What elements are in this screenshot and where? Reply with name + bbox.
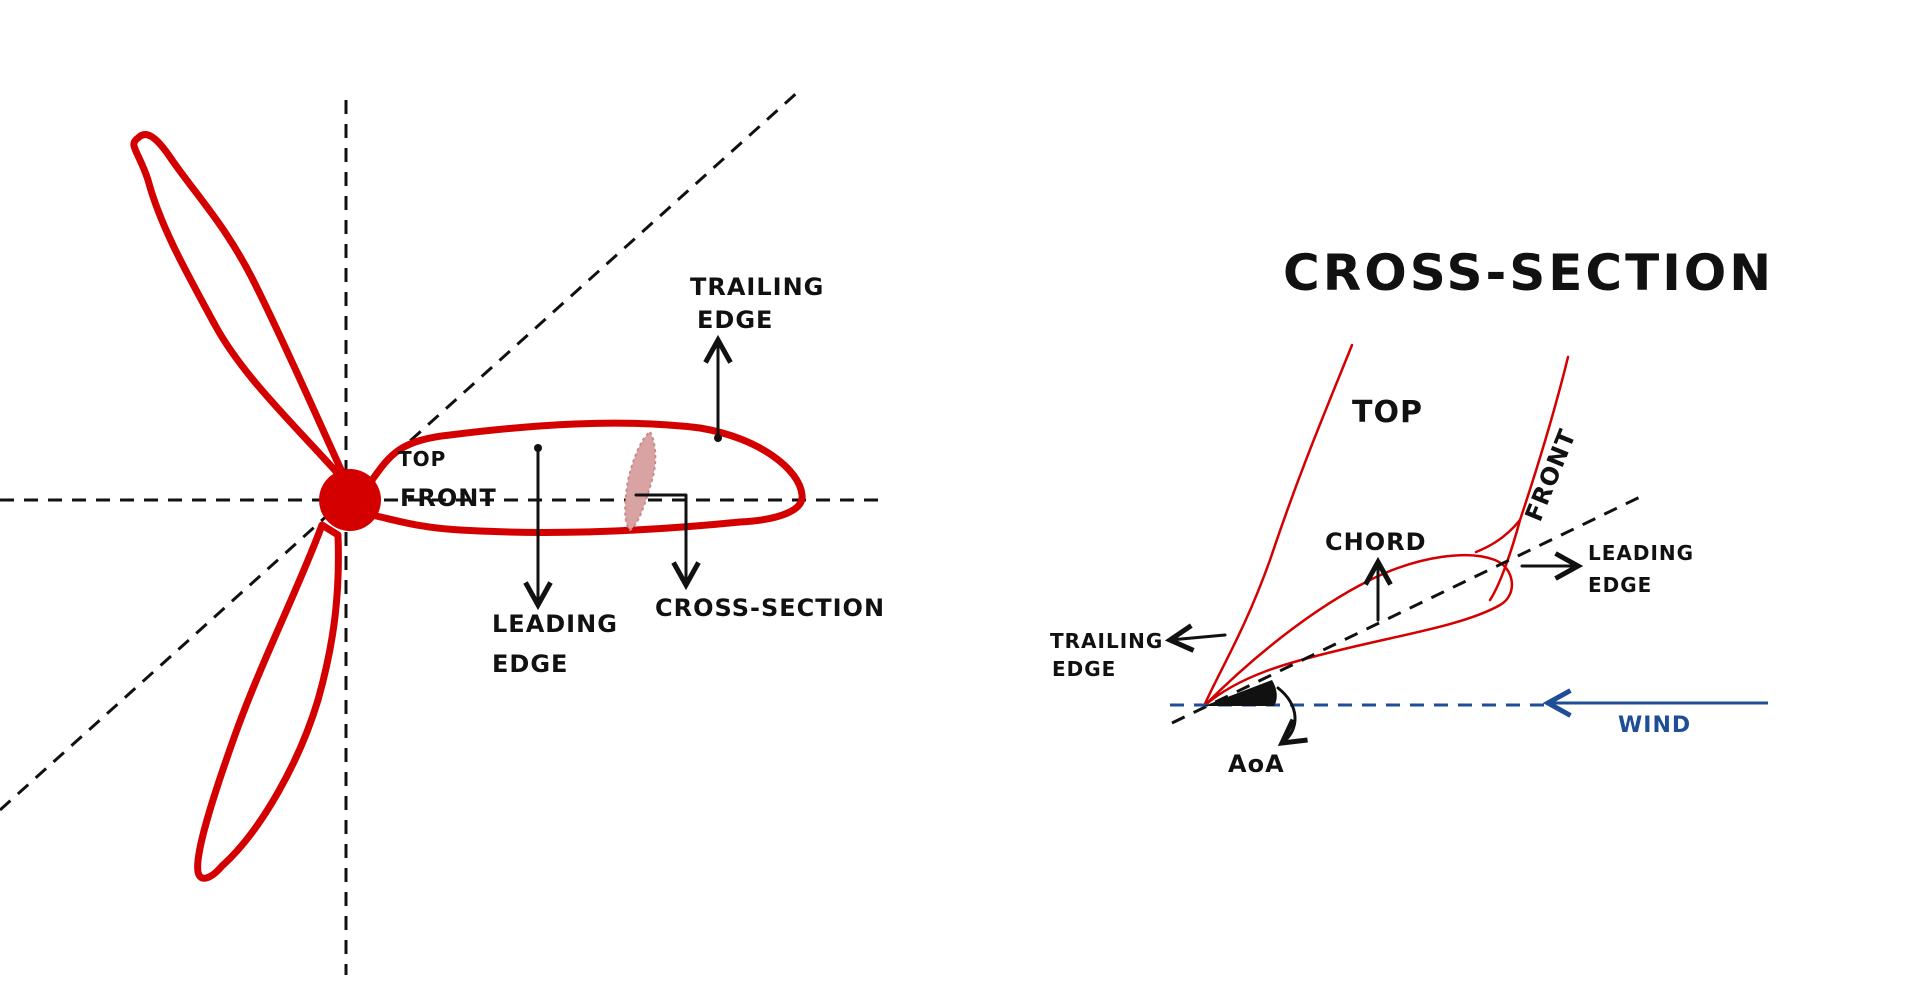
label-top: TOP — [398, 447, 446, 471]
label-front-right: FRONT — [1520, 425, 1582, 525]
label-trailing-edge-line1: TRAILING — [690, 273, 824, 301]
label-front: FRONT — [400, 484, 497, 512]
airfoil-section — [1202, 553, 1514, 708]
label-leading-edge-right-line2: EDGE — [1588, 573, 1652, 597]
front-surface-inner-line — [1474, 518, 1522, 554]
front-surface-outer-line — [1488, 355, 1570, 602]
aoa-arrow — [1276, 686, 1295, 743]
cross-section-slice — [624, 430, 657, 532]
trailing-edge-arrow-right — [1170, 635, 1227, 640]
upper-blade — [130, 131, 352, 489]
label-leading-edge-line2: EDGE — [492, 650, 568, 678]
label-cross-section: CROSS-SECTION — [655, 594, 885, 622]
airfoil-diagram: CROSS-SECTION WIND AoA TOP FRONT CHORD L… — [1050, 244, 1774, 778]
label-trailing-edge-right-line1: TRAILING — [1050, 629, 1163, 653]
lower-blade — [194, 521, 342, 882]
label-chord: CHORD — [1325, 528, 1427, 556]
label-wind: WIND — [1618, 713, 1691, 738]
aoa-wedge — [1204, 680, 1277, 706]
top-surface-line — [1202, 343, 1354, 708]
label-aoa: AoA — [1228, 750, 1285, 778]
label-leading-edge-right-line1: LEADING — [1588, 541, 1694, 565]
label-leading-edge-line1: LEADING — [492, 610, 618, 638]
chord-line — [1171, 495, 1641, 725]
rotor-hub — [319, 469, 381, 531]
cross-section-title: CROSS-SECTION — [1283, 244, 1774, 302]
right-blade — [368, 419, 806, 536]
label-top-right: TOP — [1352, 395, 1423, 430]
label-trailing-edge-line2: EDGE — [697, 306, 773, 334]
cross-section-arrow — [634, 493, 686, 585]
rotor-diagram: TOP FRONT TRAILING EDGE LEADING EDGE CRO… — [0, 88, 885, 975]
label-trailing-edge-right-line2: EDGE — [1052, 657, 1116, 681]
